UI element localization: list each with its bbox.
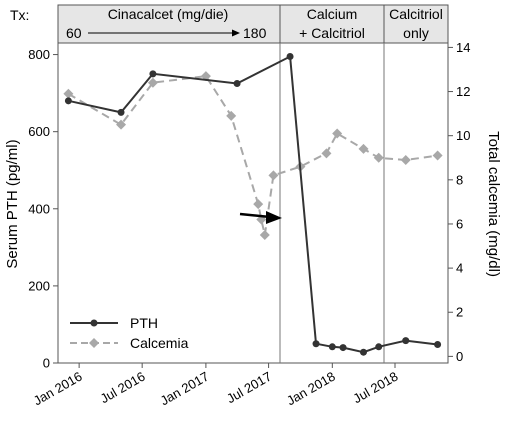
- band-cinacalcet-title: Cinacalcet (mg/die): [108, 6, 229, 22]
- y-right-tick-label: 2: [456, 305, 463, 320]
- data-point-pth: [312, 340, 320, 348]
- legend-item-calcemia: Calcemia: [70, 335, 189, 351]
- y-left-axis-title: Serum PTH (pg/ml): [4, 139, 21, 268]
- data-point-calcemia: [253, 199, 264, 210]
- x-tick-label: Jul 2018: [350, 369, 400, 407]
- data-point-pth: [117, 108, 125, 116]
- plot-frame: [57, 42, 449, 364]
- y-right-tick-label: 14: [456, 40, 470, 55]
- y-right-tick-label: 10: [456, 128, 470, 143]
- y-right-tick-label: 8: [456, 172, 463, 187]
- data-point-pth: [149, 70, 157, 78]
- y-left-axis: 0 200 400 600 800: [28, 47, 58, 371]
- x-tick-label: Jul 2017: [224, 369, 274, 407]
- series-line-calcemia: [67, 75, 438, 236]
- legend-label-pth: PTH: [130, 315, 158, 331]
- band-calcium-line2: + Calcitriol: [299, 25, 365, 41]
- dose-end-label: 180: [243, 25, 267, 41]
- data-point-calcemia: [321, 148, 332, 159]
- data-point-calcemia: [226, 110, 237, 121]
- y-right-tick-label: 4: [456, 261, 463, 276]
- series-layer: [63, 52, 443, 356]
- x-tick-label: Jan 2017: [158, 369, 212, 409]
- band-calcitriol-line1: Calcitriol: [389, 6, 443, 22]
- data-point-calcemia: [268, 170, 279, 181]
- y-left-tick-label: 600: [28, 124, 50, 139]
- treatment-header: Tx: Cinacalcet (mg/die) 60 180 Calcium +…: [10, 4, 449, 44]
- data-point-pth: [402, 337, 410, 345]
- data-point-calcemia: [373, 152, 384, 163]
- y-right-axis: 0 2 4 6 8 10 12 14: [448, 40, 470, 364]
- data-point-pth: [328, 343, 336, 351]
- y-left-tick-label: 0: [43, 356, 50, 371]
- data-point-pth: [434, 340, 442, 348]
- legend-item-pth: PTH: [70, 315, 158, 331]
- data-point-calcemia: [200, 71, 211, 82]
- data-point-calcemia: [432, 150, 443, 161]
- y-right-tick-label: 6: [456, 216, 463, 231]
- x-axis: Jan 2016 Jul 2016 Jan 2017 Jul 2017 Jan 2018…: [31, 363, 401, 408]
- legend: PTH Calcemia: [70, 315, 189, 351]
- data-point-pth: [359, 348, 367, 356]
- x-tick-label: Jul 2016: [98, 369, 148, 407]
- y-left-tick-label: 200: [28, 278, 50, 293]
- data-point-calcemia: [147, 77, 158, 88]
- band-calcium-calcitriol: [279, 4, 385, 44]
- data-point-calcemia: [63, 88, 74, 99]
- dose-start-label: 60: [66, 25, 82, 41]
- data-point-pth: [339, 344, 347, 352]
- data-point-pth: [233, 79, 241, 87]
- data-point-pth: [286, 52, 294, 60]
- treatment-label: Tx:: [10, 7, 29, 23]
- legend-label-calcemia: Calcemia: [130, 335, 189, 351]
- data-point-calcemia: [259, 230, 270, 240]
- band-calcitriol-only: [383, 4, 449, 44]
- data-point-calcemia: [332, 128, 343, 139]
- band-cinacalcet: [57, 4, 281, 44]
- data-point-calcemia: [116, 119, 127, 130]
- data-point-calcemia: [400, 154, 411, 165]
- data-point-calcemia: [358, 143, 369, 154]
- y-left-tick-label: 800: [28, 47, 50, 62]
- y-left-tick-label: 400: [28, 201, 50, 216]
- dose-arrow-head: [232, 29, 240, 37]
- annotation-arrow: [239, 211, 282, 224]
- band-calcium-line1: Calcium: [307, 6, 358, 22]
- y-right-tick-label: 12: [456, 84, 470, 99]
- x-tick-label: Jan 2018: [284, 369, 338, 409]
- series-line-pth: [68, 54, 438, 354]
- y-right-tick-label: 0: [456, 349, 463, 364]
- data-point-pth: [64, 97, 72, 105]
- data-point-pth: [375, 343, 383, 351]
- y-right-axis-title: Total calcemia (mg/dl): [485, 131, 502, 277]
- band-calcitriol-line2: only: [403, 25, 429, 41]
- x-tick-label: Jan 2016: [31, 369, 85, 409]
